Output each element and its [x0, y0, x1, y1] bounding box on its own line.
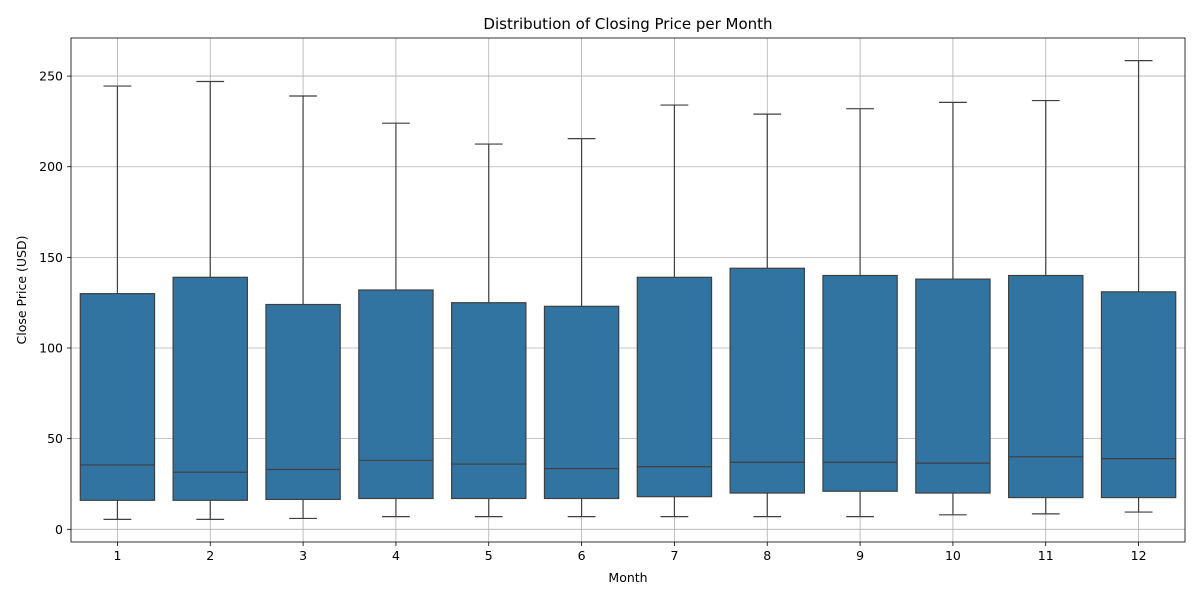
box-month-3 [265, 95, 341, 520]
y-axis-label: Close Price (USD) [14, 236, 29, 345]
box-month-1 [79, 85, 156, 520]
iqr-box [265, 303, 341, 500]
x-tick-label: 6 [578, 548, 586, 563]
x-tick-label: 4 [392, 548, 400, 563]
box-month-7 [636, 104, 713, 518]
y-tick-label: 100 [39, 341, 63, 356]
y-tick-label: 50 [47, 431, 63, 446]
x-axis-label: Month [608, 570, 647, 585]
iqr-box [822, 274, 898, 492]
y-tick-label: 150 [39, 250, 63, 265]
chart-title: Distribution of Closing Price per Month [483, 15, 772, 33]
box-month-6 [543, 138, 620, 518]
box-month-9 [822, 108, 898, 518]
iqr-box [358, 289, 434, 500]
x-axis: 1 2 3 4 5 6 7 8 9 10 11 12 [113, 542, 1147, 563]
y-tick-label: 250 [39, 69, 63, 84]
box-month-4 [358, 122, 434, 518]
iqr-box [915, 278, 991, 494]
x-tick-label: 9 [856, 548, 864, 563]
iqr-box [543, 305, 620, 500]
x-tick-label: 1 [113, 548, 121, 563]
box-month-8 [729, 113, 805, 518]
x-tick-label: 11 [1038, 548, 1054, 563]
x-tick-label: 8 [763, 548, 771, 563]
iqr-box [1008, 274, 1084, 499]
iqr-box [729, 267, 805, 494]
box-month-5 [451, 143, 527, 518]
iqr-box [172, 276, 248, 501]
y-tick-label: 0 [55, 522, 63, 537]
x-tick-label: 3 [299, 548, 307, 563]
iqr-box [1100, 291, 1177, 499]
y-axis: 0 50 100 150 200 250 [39, 69, 71, 537]
plot-frame [70, 37, 1186, 543]
x-tick-label: 10 [945, 548, 961, 563]
box-month-10 [915, 101, 991, 516]
y-tick-label: 200 [39, 159, 63, 174]
x-tick-label: 7 [670, 548, 678, 563]
boxes [79, 60, 1177, 520]
box-month-12 [1100, 60, 1177, 513]
iqr-box [79, 293, 156, 501]
box-month-2 [172, 80, 248, 520]
iqr-box [451, 302, 527, 500]
x-tick-label: 5 [485, 548, 493, 563]
box-month-11 [1008, 99, 1084, 515]
iqr-box [636, 276, 713, 498]
x-tick-label: 12 [1131, 548, 1147, 563]
x-tick-label: 2 [206, 548, 214, 563]
